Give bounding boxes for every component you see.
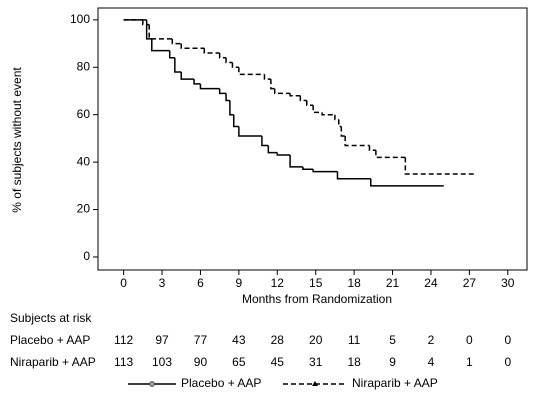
survival-step [370, 178, 444, 187]
survival-step [148, 24, 173, 40]
risk-count: 65 [232, 355, 246, 369]
survival-step [171, 38, 182, 45]
y-tick-label: 20 [77, 202, 91, 216]
risk-count: 9 [389, 355, 396, 369]
survival-step [229, 100, 234, 116]
survival-step [218, 88, 227, 95]
survival-step [168, 50, 175, 59]
x-tick-label: 21 [386, 276, 400, 290]
x-tick-label: 15 [309, 276, 323, 290]
survival-step [340, 126, 346, 137]
legend-label: Placebo + AAP [181, 376, 261, 390]
risk-count: 1 [466, 355, 473, 369]
risk-count: 112 [114, 333, 133, 347]
survival-step [263, 74, 271, 80]
y-tick-label: 80 [77, 59, 91, 73]
risk-count: 11 [348, 333, 361, 347]
survival-step [336, 171, 371, 180]
survival-step [225, 57, 233, 64]
risk-count: 97 [155, 333, 169, 347]
survival-step [344, 136, 370, 147]
survival-step [276, 152, 291, 156]
risk-count: 45 [271, 355, 285, 369]
risk-table-title: Subjects at risk [10, 311, 92, 325]
risk-row-label: Placebo + AAP [10, 333, 90, 347]
survival-step [273, 88, 291, 95]
survival-step [321, 112, 335, 116]
risk-count: 113 [114, 355, 133, 369]
survival-step [375, 150, 406, 159]
survival-step [174, 57, 182, 73]
y-axis-label: % of subjects without event [10, 67, 24, 213]
risk-count: 103 [152, 355, 172, 369]
risk-count: 90 [194, 355, 208, 369]
x-tick-label: 3 [159, 276, 166, 290]
risk-row-label: Niraparib + AAP [10, 355, 96, 369]
x-axis-label: Months from Randomization [242, 292, 392, 306]
risk-count: 43 [232, 333, 246, 347]
risk-count: 0 [504, 333, 511, 347]
x-tick-label: 18 [347, 276, 361, 290]
x-tick-label: 30 [501, 276, 515, 290]
survival-step [193, 79, 201, 85]
y-tick-label: 0 [83, 249, 90, 263]
survival-step [180, 43, 205, 50]
risk-count: 77 [194, 333, 208, 347]
survival-step [312, 105, 323, 114]
x-tick-label: 12 [271, 276, 285, 290]
legend-label: Niraparib + AAP [352, 376, 438, 390]
legend-marker [312, 381, 318, 386]
x-tick-label: 0 [120, 276, 127, 290]
risk-count: 20 [309, 333, 323, 347]
survival-step [334, 114, 339, 121]
x-tick-label: 27 [463, 276, 477, 290]
x-tick-label: 24 [424, 276, 438, 290]
risk-count: 0 [504, 355, 511, 369]
survival-step [404, 157, 476, 175]
survival-step [302, 166, 314, 170]
survival-step [261, 136, 269, 147]
survival-step [145, 19, 152, 40]
survival-step [199, 83, 220, 90]
x-tick-label: 6 [197, 276, 204, 290]
risk-count: 28 [271, 333, 285, 347]
risk-count: 18 [347, 355, 361, 369]
risk-count: 5 [389, 333, 396, 347]
survival-step [267, 145, 278, 154]
survival-step [299, 95, 307, 102]
survival-step [232, 114, 239, 128]
survival-step [368, 145, 376, 152]
survival-step [305, 100, 314, 106]
y-tick-label: 40 [77, 154, 91, 168]
risk-count: 2 [428, 333, 435, 347]
survival-step [151, 38, 170, 52]
survival-step [218, 53, 227, 59]
legend-marker [149, 381, 155, 387]
survival-step [289, 155, 303, 168]
survival-step [231, 62, 239, 69]
risk-count: 31 [309, 355, 323, 369]
survival-step [203, 48, 220, 54]
survival-step [270, 79, 275, 90]
survival-step [238, 126, 262, 137]
risk-count: 0 [466, 333, 473, 347]
risk-count: 4 [428, 355, 435, 369]
survival-step [225, 93, 230, 102]
survival-step [289, 93, 301, 97]
x-tick-label: 9 [236, 276, 243, 290]
y-tick-label: 60 [77, 107, 91, 121]
survival-step [238, 67, 265, 76]
y-tick-label: 100 [70, 12, 90, 26]
survival-step [338, 119, 342, 128]
plot-frame [97, 7, 528, 271]
survival-step [142, 19, 150, 26]
survival-step [312, 169, 338, 173]
survival-step [180, 72, 195, 80]
